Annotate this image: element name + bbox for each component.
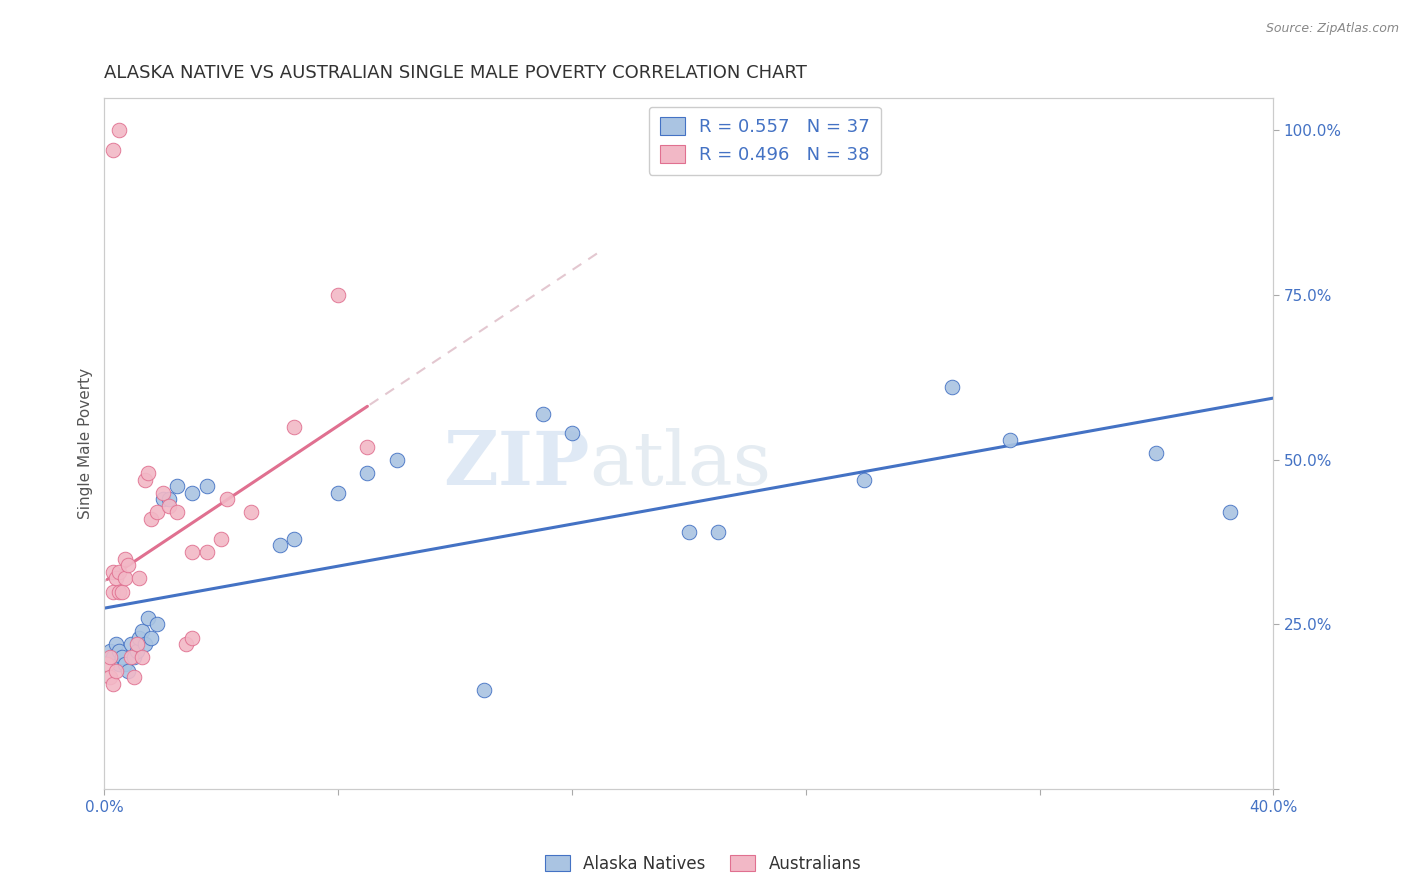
Point xyxy=(105,664,128,678)
Point xyxy=(152,485,174,500)
Point xyxy=(166,479,188,493)
Point xyxy=(122,650,145,665)
Point xyxy=(114,657,136,671)
Point xyxy=(98,644,121,658)
Point xyxy=(120,650,142,665)
Point xyxy=(328,288,350,302)
Point xyxy=(356,466,378,480)
Point xyxy=(166,506,188,520)
Point xyxy=(101,677,124,691)
Legend: R = 0.557   N = 37, R = 0.496   N = 38: R = 0.557 N = 37, R = 0.496 N = 38 xyxy=(648,106,882,175)
Point xyxy=(941,380,963,394)
Point xyxy=(134,473,156,487)
Point xyxy=(1146,446,1168,460)
Point xyxy=(328,485,350,500)
Point xyxy=(1218,506,1240,520)
Y-axis label: Single Male Poverty: Single Male Poverty xyxy=(79,368,93,519)
Point xyxy=(108,123,131,137)
Point xyxy=(152,492,174,507)
Point xyxy=(146,506,169,520)
Point xyxy=(122,670,145,684)
Point xyxy=(707,525,730,540)
Point xyxy=(269,538,291,552)
Point xyxy=(195,479,218,493)
Point xyxy=(853,473,876,487)
Point xyxy=(105,571,128,585)
Text: ALASKA NATIVE VS AUSTRALIAN SINGLE MALE POVERTY CORRELATION CHART: ALASKA NATIVE VS AUSTRALIAN SINGLE MALE … xyxy=(104,64,807,82)
Point xyxy=(128,571,150,585)
Point xyxy=(111,584,134,599)
Point xyxy=(239,506,262,520)
Point xyxy=(98,650,121,665)
Text: atlas: atlas xyxy=(589,427,772,500)
Point xyxy=(195,545,218,559)
Point xyxy=(181,485,204,500)
Point xyxy=(678,525,700,540)
Point xyxy=(1000,433,1022,447)
Point xyxy=(120,637,142,651)
Point xyxy=(108,584,131,599)
Point xyxy=(283,420,305,434)
Point xyxy=(101,650,124,665)
Point xyxy=(181,545,204,559)
Point xyxy=(98,670,121,684)
Point xyxy=(283,532,305,546)
Point xyxy=(134,637,156,651)
Point xyxy=(117,558,139,573)
Point xyxy=(105,637,128,651)
Point xyxy=(561,426,583,441)
Point xyxy=(139,631,162,645)
Point xyxy=(385,452,408,467)
Point xyxy=(472,683,495,698)
Text: Source: ZipAtlas.com: Source: ZipAtlas.com xyxy=(1265,22,1399,36)
Point xyxy=(131,624,153,638)
Point xyxy=(101,584,124,599)
Point xyxy=(146,617,169,632)
Point xyxy=(101,143,124,157)
Text: ZIP: ZIP xyxy=(443,427,589,500)
Point xyxy=(217,492,239,507)
Point xyxy=(108,565,131,579)
Point xyxy=(117,664,139,678)
Point xyxy=(131,650,153,665)
Point xyxy=(136,466,159,480)
Point xyxy=(157,492,180,507)
Point xyxy=(108,657,131,671)
Point xyxy=(157,499,180,513)
Point xyxy=(356,440,378,454)
Point xyxy=(111,650,134,665)
Point xyxy=(128,631,150,645)
Point xyxy=(114,551,136,566)
Legend: Alaska Natives, Australians: Alaska Natives, Australians xyxy=(538,848,868,880)
Point xyxy=(108,644,131,658)
Point xyxy=(209,532,232,546)
Point xyxy=(181,631,204,645)
Point xyxy=(114,571,136,585)
Point xyxy=(139,512,162,526)
Point xyxy=(174,637,197,651)
Point xyxy=(96,657,118,671)
Point xyxy=(136,611,159,625)
Point xyxy=(101,565,124,579)
Point xyxy=(125,644,148,658)
Point xyxy=(125,637,148,651)
Point xyxy=(531,407,554,421)
